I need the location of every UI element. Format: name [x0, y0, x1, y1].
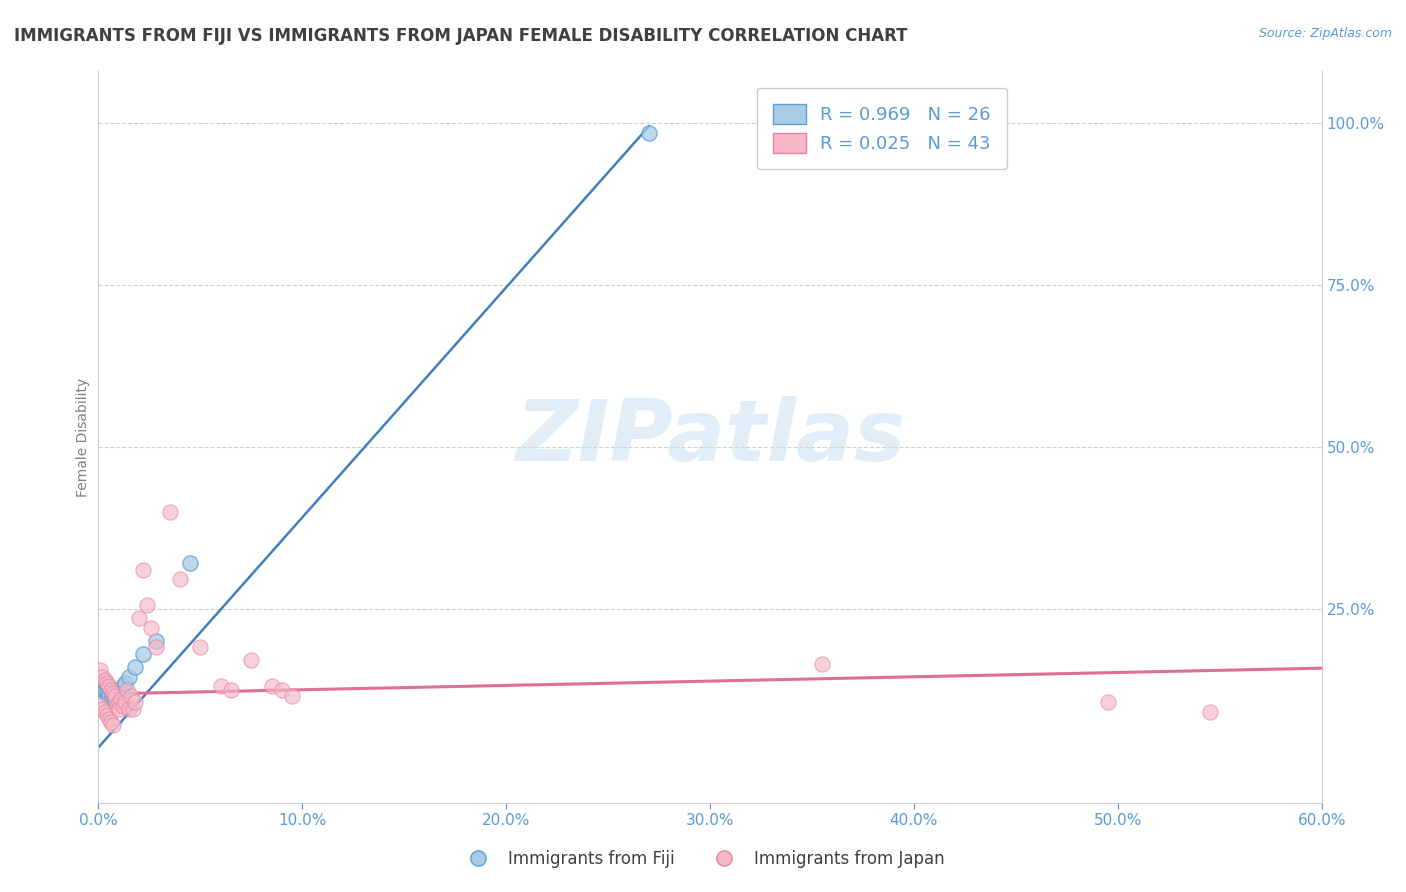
Point — [89, 663, 111, 677]
Point — [811, 657, 834, 671]
Point — [93, 681, 115, 695]
Point — [100, 682, 122, 697]
Point — [101, 686, 124, 700]
Point — [110, 682, 132, 697]
Point — [104, 689, 127, 703]
Point — [89, 676, 111, 690]
Point — [93, 705, 115, 719]
Point — [105, 689, 128, 703]
Point — [101, 686, 124, 700]
Point — [120, 689, 142, 703]
Point — [100, 692, 122, 706]
Point — [97, 687, 120, 701]
Point — [115, 682, 138, 697]
Point — [111, 698, 134, 713]
Y-axis label: Female Disability: Female Disability — [76, 377, 90, 497]
Point — [104, 687, 127, 701]
Point — [93, 684, 115, 698]
Point — [169, 573, 191, 587]
Point — [96, 686, 118, 700]
Point — [637, 126, 661, 140]
Point — [145, 640, 167, 655]
Point — [219, 682, 242, 697]
Point — [111, 679, 134, 693]
Point — [96, 678, 118, 692]
Point — [260, 679, 283, 693]
Point — [122, 702, 145, 716]
Point — [105, 698, 128, 713]
Point — [108, 702, 131, 716]
Point — [159, 504, 181, 518]
Point — [89, 698, 111, 713]
Point — [1198, 705, 1220, 719]
Point — [93, 673, 115, 687]
Legend: R = 0.969   N = 26, R = 0.025   N = 43: R = 0.969 N = 26, R = 0.025 N = 43 — [756, 87, 1007, 169]
Point — [118, 669, 141, 683]
Point — [132, 647, 155, 661]
Point — [96, 708, 118, 723]
Point — [101, 690, 124, 705]
Point — [1097, 696, 1119, 710]
Point — [114, 676, 136, 690]
Point — [240, 653, 263, 667]
Point — [114, 696, 136, 710]
Point — [101, 718, 124, 732]
Legend: Immigrants from Fiji, Immigrants from Japan: Immigrants from Fiji, Immigrants from Ja… — [454, 844, 952, 875]
Point — [97, 689, 120, 703]
Point — [108, 696, 131, 710]
Point — [91, 702, 114, 716]
Point — [128, 611, 150, 625]
Point — [91, 679, 114, 693]
Text: ZIPatlas: ZIPatlas — [515, 395, 905, 479]
Point — [104, 693, 127, 707]
Point — [141, 621, 163, 635]
Point — [124, 696, 146, 710]
Point — [188, 640, 212, 655]
Point — [281, 689, 304, 703]
Point — [118, 702, 141, 716]
Point — [209, 679, 232, 693]
Point — [100, 714, 122, 729]
Point — [100, 682, 122, 697]
Point — [124, 660, 146, 674]
Text: Source: ZipAtlas.com: Source: ZipAtlas.com — [1258, 27, 1392, 40]
Point — [270, 682, 294, 697]
Point — [179, 557, 201, 571]
Point — [97, 712, 120, 726]
Point — [97, 679, 120, 693]
Point — [96, 676, 118, 690]
Point — [132, 563, 155, 577]
Point — [108, 686, 131, 700]
Point — [110, 692, 132, 706]
Point — [91, 682, 114, 697]
Point — [136, 599, 159, 613]
Point — [91, 669, 114, 683]
Text: IMMIGRANTS FROM FIJI VS IMMIGRANTS FROM JAPAN FEMALE DISABILITY CORRELATION CHAR: IMMIGRANTS FROM FIJI VS IMMIGRANTS FROM … — [14, 27, 907, 45]
Point — [145, 634, 167, 648]
